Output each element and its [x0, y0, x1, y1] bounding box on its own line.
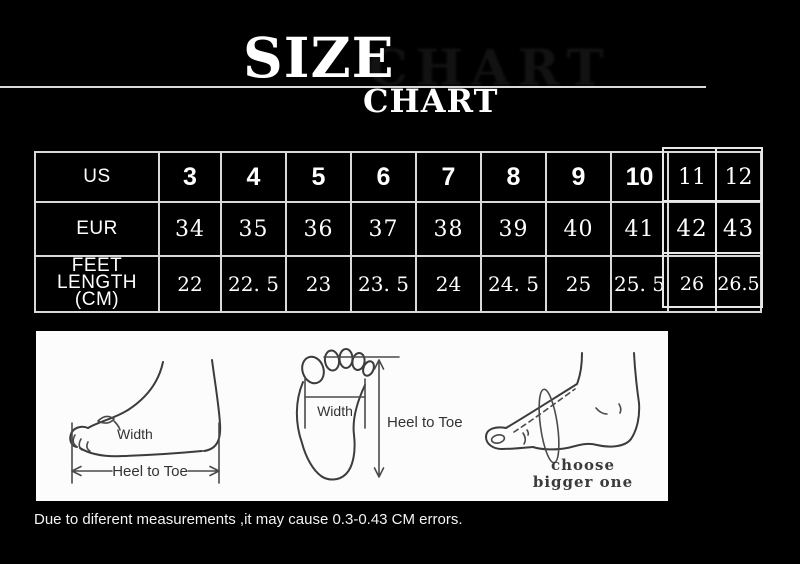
sole-heel-to-toe-label: Heel to Toe [387, 414, 463, 431]
side-width-label: Width [117, 426, 153, 442]
header-divider-line [0, 86, 706, 88]
cell-us-2: 5 [285, 151, 352, 203]
page-title-chart: CHART [363, 82, 499, 120]
cell-eur-3: 37 [350, 201, 417, 257]
foot-diagrams: Width Heel to Toe Width Heel to Toe [69, 348, 641, 491]
girth-note-line1: choose [551, 456, 615, 474]
measuring-tape-loop [538, 388, 560, 464]
row-header-feet: FEET LENGTH (CM) [34, 255, 160, 313]
cell-eur-2: 36 [285, 201, 352, 257]
cell-us-0: 3 [158, 151, 222, 203]
cell-eur-7: 41 [610, 201, 669, 257]
row-header-label: FEET LENGTH (CM) [56, 256, 138, 310]
cell-feet-9: 26.5 [715, 255, 762, 313]
cell-us-4: 7 [415, 151, 482, 203]
cell-us-7: 10 [610, 151, 669, 203]
side-heel-to-toe-label: Heel to Toe [112, 463, 188, 480]
cell-feet-7: 25. 5 [610, 255, 669, 313]
cell-feet-8: 26 [667, 255, 717, 313]
cell-feet-3: 23. 5 [350, 255, 417, 313]
cell-us-6: 9 [545, 151, 612, 203]
page-title-size: SIZE [243, 25, 395, 90]
heel-to-toe-arrow-side [71, 422, 220, 484]
cell-feet-1: 22. 5 [220, 255, 287, 313]
cell-eur-1: 35 [220, 201, 287, 257]
cell-eur-0: 34 [158, 201, 222, 257]
cell-feet-4: 24 [415, 255, 482, 313]
sole-width-label: Width [317, 403, 353, 419]
heel-to-toe-arrow-sole [323, 356, 400, 478]
cell-us-5: 8 [480, 151, 547, 203]
measurement-panel: Width Heel to Toe Width Heel to Toe [36, 331, 668, 501]
row-header-label: EUR [76, 218, 118, 239]
cell-us-8: 11 [667, 151, 717, 203]
table-row-feet: FEET LENGTH (CM) 22 22. 5 23 23. 5 24 24. 5 25 2… [34, 255, 762, 313]
cell-feet-2: 23 [285, 255, 352, 313]
cell-feet-6: 25 [545, 255, 612, 313]
cell-us-1: 4 [220, 151, 287, 203]
foot-side-diagram: Width Heel to Toe [69, 359, 222, 484]
cell-feet-0: 22 [158, 255, 222, 313]
foot-girth-diagram: choose bigger one [485, 352, 641, 491]
cell-eur-9: 43 [715, 201, 762, 257]
cell-us-3: 6 [350, 151, 417, 203]
cell-eur-8: 42 [667, 201, 717, 257]
table-row-us: US 3 4 5 6 7 8 9 10 11 12 [34, 151, 762, 203]
cell-eur-4: 38 [415, 201, 482, 257]
footnote-text: Due to diferent measurements ,it may cau… [34, 511, 463, 528]
cell-eur-6: 40 [545, 201, 612, 257]
foot-sole-diagram: Width Heel to Toe [295, 348, 463, 481]
size-table: US 3 4 5 6 7 8 9 10 11 12 EUR 34 35 36 37 38 39 40 41 42 43 FE… [34, 151, 762, 313]
toenail [490, 434, 506, 444]
cell-us-9: 12 [715, 151, 762, 203]
sole-width-marks [304, 378, 366, 429]
cell-eur-5: 39 [480, 201, 547, 257]
row-header-eur: EUR [34, 201, 160, 257]
row-header-label: US [83, 166, 111, 187]
row-header-us: US [34, 151, 160, 203]
girth-note-line2: bigger one [533, 473, 633, 491]
cell-feet-5: 24. 5 [480, 255, 547, 313]
table-row-eur: EUR 34 35 36 37 38 39 40 41 42 43 [34, 201, 762, 257]
